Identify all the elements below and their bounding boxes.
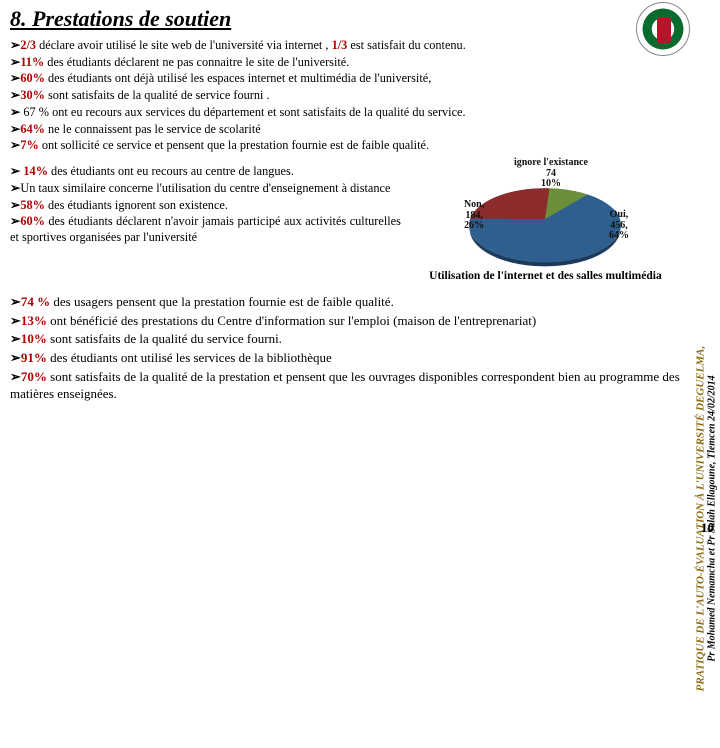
bullet-item: ➢ 67 % ont eu recours aux services du dé…: [10, 105, 684, 121]
content-area: ➢2/3 déclare avoir utilisé le site web d…: [0, 36, 720, 406]
sidebar-citation: PRATIQUE DE L'AUTO-ÉVALUATION À L'UNIVER…: [694, 58, 718, 530]
chart-title: Utilisation de l'internet et des salles …: [429, 270, 662, 283]
bullet-item: ➢70% sont satisfaits de la qualité de la…: [10, 368, 684, 403]
bullet-item: ➢13% ont bénéficié des prestations du Ce…: [10, 312, 684, 330]
pie-slice-label: Non,184,26%: [464, 200, 484, 232]
bullet-item: ➢2/3 déclare avoir utilisé le site web d…: [10, 38, 684, 54]
bullet-item: ➢7% ont sollicité ce service et pensent …: [10, 138, 684, 154]
bullet-item: ➢Un taux similaire concerne l'utilisatio…: [10, 181, 401, 197]
sidebar-line2: Pr Mohamed Nemamcha et Pr Salah Ellagoun…: [707, 288, 718, 748]
university-logo: [636, 2, 690, 56]
bullet-item: ➢64% ne le connaissent pas le service de…: [10, 122, 684, 138]
bullet-item: ➢10% sont satisfaits de la qualité du se…: [10, 330, 684, 348]
pie-chart: Oui,456,64% Non,184,26% ignore l'existan…: [407, 164, 684, 283]
bullet-block-1: ➢2/3 déclare avoir utilisé le site web d…: [10, 38, 684, 154]
bullet-item: ➢ 14% des étudiants ont eu recours au ce…: [10, 164, 401, 180]
sidebar-line1: PRATIQUE DE L'AUTO-ÉVALUATION À L'UNIVER…: [694, 288, 706, 748]
pie-slice-label: ignore l'existance7410%: [514, 158, 588, 190]
bullet-item: ➢60% des étudiants ont déjà utilisé les …: [10, 71, 684, 87]
bullet-item: ➢60% des étudiants déclarent n'avoir jam…: [10, 214, 401, 245]
row-text-chart: ➢ 14% des étudiants ont eu recours au ce…: [10, 164, 684, 283]
bullet-block-2: ➢ 14% des étudiants ont eu recours au ce…: [10, 164, 401, 247]
bullet-item: ➢11% des étudiants déclarent ne pas conn…: [10, 55, 684, 71]
bullet-item: ➢74 % des usagers pensent que la prestat…: [10, 293, 684, 311]
bullet-item: ➢91% des étudiants ont utilisé les servi…: [10, 349, 684, 367]
bullet-block-3: ➢74 % des usagers pensent que la prestat…: [10, 293, 684, 402]
bullet-item: ➢58% des étudiants ignorent son existenc…: [10, 198, 401, 214]
bullet-item: ➢30% sont satisfaits de la qualité de se…: [10, 88, 684, 104]
section-title: 8. Prestations de soutien: [0, 0, 720, 36]
page-number: 10: [701, 520, 714, 536]
pie-slice-label: Oui,456,64%: [609, 210, 629, 242]
